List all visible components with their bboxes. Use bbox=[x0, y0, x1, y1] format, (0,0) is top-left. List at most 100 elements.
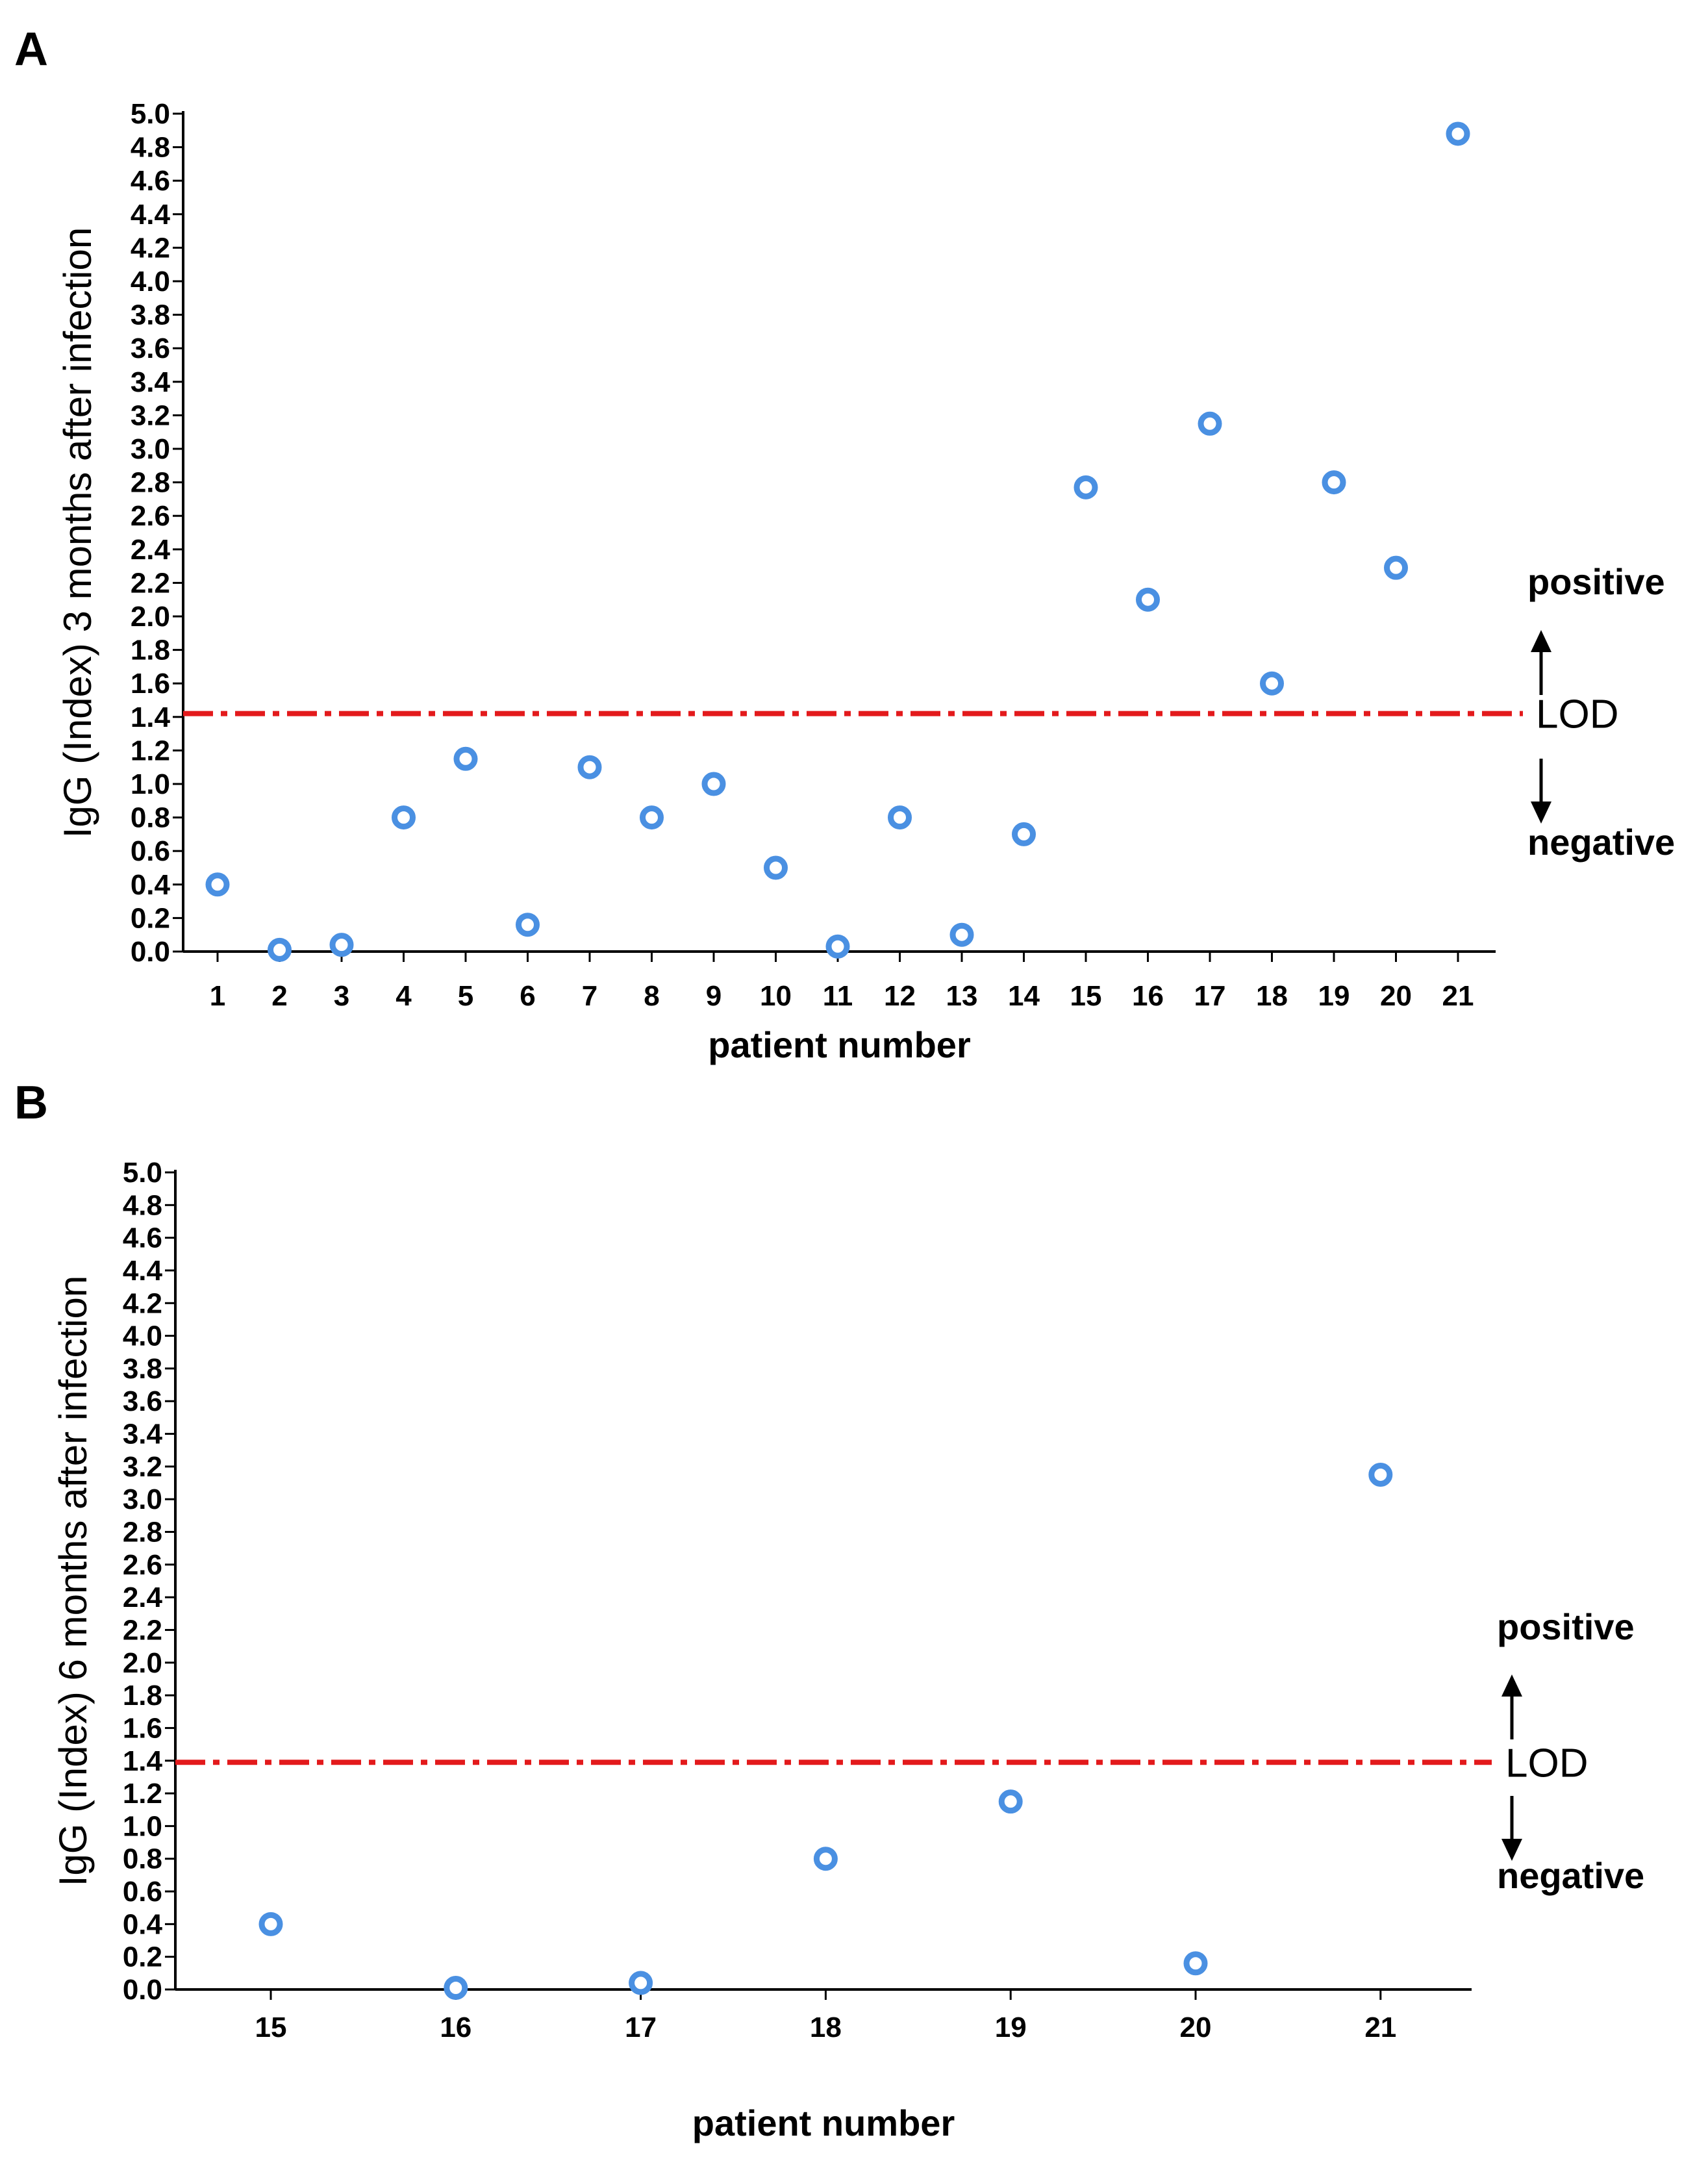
panel-label: A bbox=[14, 23, 48, 75]
data-point bbox=[813, 1847, 838, 1871]
y-tick-label: 4.4 bbox=[123, 1255, 163, 1287]
x-axis-title: patient number bbox=[692, 2102, 955, 2143]
y-tick-label: 2.8 bbox=[123, 1517, 162, 1548]
up-arrow-head bbox=[1501, 1674, 1522, 1697]
data-point bbox=[949, 922, 974, 947]
y-tick-label: 2.6 bbox=[123, 1549, 162, 1581]
y-tick-label: 5.0 bbox=[123, 1157, 162, 1189]
data-point bbox=[329, 933, 354, 957]
chart-panel-a: A 0.00.20.40.60.81.01.21.41.61.82.02.22.4… bbox=[14, 23, 1675, 1065]
x-tick-label: 11 bbox=[823, 980, 853, 1012]
y-tick-label: 2.8 bbox=[131, 467, 170, 499]
x-tick-label: 12 bbox=[884, 980, 916, 1012]
x-tick-label: 1 bbox=[210, 980, 225, 1012]
y-tick-label: 3.4 bbox=[131, 366, 171, 398]
y-tick-label: 0.4 bbox=[123, 1908, 163, 1940]
y-tick-label: 2.4 bbox=[123, 1582, 163, 1613]
data-point bbox=[640, 805, 664, 830]
x-tick-label: 21 bbox=[1364, 2012, 1396, 2043]
data-point bbox=[1260, 671, 1284, 696]
y-axis-title: IgG (Index) 6 months after infection bbox=[51, 1276, 95, 1886]
x-tick-label: 18 bbox=[810, 2012, 842, 2043]
data-point bbox=[1198, 411, 1222, 436]
data-point bbox=[1322, 470, 1346, 495]
x-tick-label: 17 bbox=[1194, 980, 1226, 1012]
data-point bbox=[258, 1912, 283, 1936]
x-tick-label: 15 bbox=[255, 2012, 287, 2043]
data-point bbox=[701, 772, 726, 796]
data-point bbox=[268, 937, 292, 962]
y-tick-label: 2.2 bbox=[131, 567, 170, 599]
y-tick-label: 2.4 bbox=[131, 534, 171, 566]
negative-label: negative bbox=[1527, 822, 1675, 863]
up-arrow-head bbox=[1531, 630, 1551, 652]
y-tick-label: 2.2 bbox=[123, 1614, 162, 1646]
x-tick-label: 5 bbox=[458, 980, 473, 1012]
x-tick-label: 8 bbox=[644, 980, 659, 1012]
y-tick-label: 1.0 bbox=[131, 768, 170, 800]
data-point bbox=[1074, 475, 1098, 499]
x-tick-label: 17 bbox=[625, 2012, 657, 2043]
y-tick-label: 0.6 bbox=[123, 1876, 162, 1908]
y-tick-label: 1.6 bbox=[123, 1712, 162, 1744]
x-tick-label: 18 bbox=[1256, 980, 1288, 1012]
y-tick-label: 3.6 bbox=[131, 333, 170, 364]
y-tick-label: 3.8 bbox=[123, 1353, 162, 1385]
positive-label: positive bbox=[1527, 561, 1665, 602]
y-tick-label: 1.0 bbox=[123, 1810, 162, 1842]
y-tick-label: 0.6 bbox=[131, 835, 170, 867]
x-tick-label: 15 bbox=[1070, 980, 1102, 1012]
data-point bbox=[888, 805, 912, 830]
y-tick-label: 1.4 bbox=[131, 701, 171, 733]
y-tick-label: 4.0 bbox=[123, 1320, 162, 1352]
y-tick-label: 4.2 bbox=[123, 1287, 162, 1319]
y-tick-label: 4.8 bbox=[123, 1189, 162, 1221]
data-point bbox=[392, 805, 416, 830]
y-tick-label: 3.6 bbox=[123, 1385, 162, 1417]
y-tick-label: 1.8 bbox=[131, 635, 170, 666]
y-tick-label: 4.4 bbox=[131, 199, 171, 231]
y-tick-label: 0.8 bbox=[123, 1843, 162, 1875]
y-tick-label: 0.0 bbox=[131, 936, 170, 968]
data-point bbox=[629, 1971, 653, 1995]
x-axis-title: patient number bbox=[708, 1024, 970, 1065]
y-tick-label: 1.8 bbox=[123, 1680, 162, 1711]
y-tick-label: 4.8 bbox=[131, 132, 170, 164]
data-point bbox=[516, 913, 540, 937]
y-tick-label: 5.0 bbox=[131, 98, 170, 130]
x-tick-label: 10 bbox=[760, 980, 792, 1012]
y-tick-label: 2.0 bbox=[123, 1647, 162, 1679]
data-point bbox=[444, 1975, 468, 2000]
y-tick-label: 1.2 bbox=[123, 1778, 162, 1810]
x-tick-label: 9 bbox=[706, 980, 722, 1012]
x-tick-label: 21 bbox=[1442, 980, 1474, 1012]
y-tick-label: 1.2 bbox=[131, 735, 170, 766]
x-tick-label: 14 bbox=[1008, 980, 1040, 1012]
data-point bbox=[825, 934, 850, 959]
y-tick-label: 3.2 bbox=[123, 1451, 162, 1483]
y-tick-label: 4.2 bbox=[131, 232, 170, 264]
x-tick-label: 20 bbox=[1180, 2012, 1212, 2043]
data-point bbox=[764, 855, 788, 880]
lod-label: LOD bbox=[1505, 1741, 1588, 1786]
y-tick-label: 3.0 bbox=[123, 1484, 162, 1515]
down-arrow-head bbox=[1501, 1839, 1522, 1861]
x-tick-label: 7 bbox=[582, 980, 597, 1012]
data-point bbox=[205, 872, 230, 897]
data-point bbox=[1136, 587, 1160, 612]
x-tick-label: 19 bbox=[1318, 980, 1350, 1012]
y-tick-label: 4.6 bbox=[123, 1222, 162, 1254]
y-tick-label: 0.4 bbox=[131, 869, 171, 901]
data-point bbox=[1384, 555, 1408, 580]
y-tick-label: 0.8 bbox=[131, 802, 170, 834]
y-tick-label: 3.0 bbox=[131, 433, 170, 465]
data-point bbox=[998, 1789, 1023, 1814]
y-tick-label: 0.2 bbox=[123, 1941, 162, 1973]
data-point bbox=[577, 755, 602, 779]
y-tick-label: 4.0 bbox=[131, 266, 170, 297]
down-arrow-head bbox=[1531, 802, 1551, 824]
x-tick-label: 16 bbox=[440, 2012, 471, 2043]
data-point bbox=[1012, 822, 1036, 846]
x-tick-label: 16 bbox=[1132, 980, 1164, 1012]
